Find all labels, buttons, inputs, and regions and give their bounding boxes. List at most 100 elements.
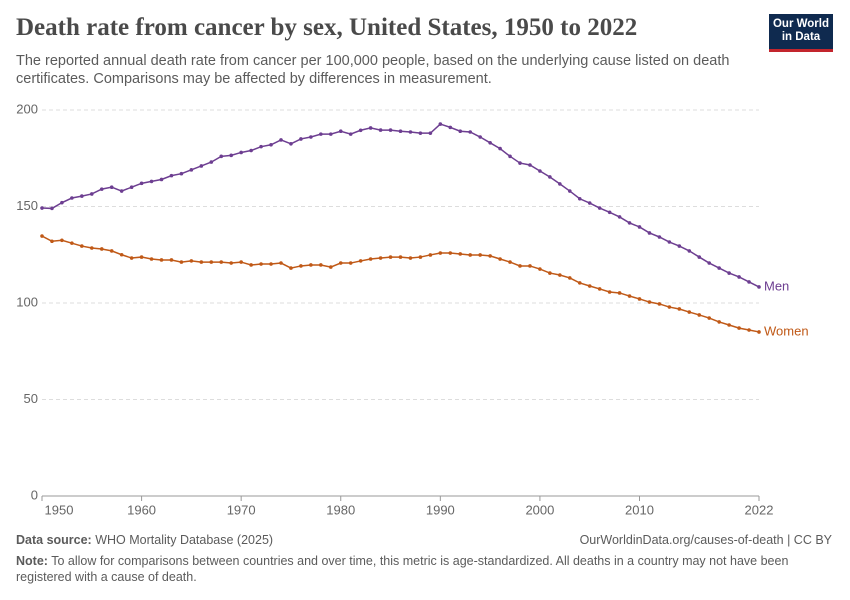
point: [299, 264, 303, 268]
x-tick-label: 2010: [625, 502, 654, 517]
point: [279, 138, 283, 142]
point: [518, 161, 522, 165]
point: [757, 330, 761, 334]
point: [189, 259, 194, 263]
point: [577, 196, 582, 201]
chart: 0 50 100 150 200 1950 1960 1970 1980 1990 2000 2010…: [16, 101, 809, 517]
point: [458, 129, 463, 134]
point: [179, 171, 184, 176]
point: [717, 266, 721, 270]
point: [597, 206, 602, 210]
point: [508, 154, 512, 159]
point: [239, 150, 243, 155]
source-label: Data source:: [16, 533, 92, 547]
point: [498, 146, 502, 151]
point: [558, 273, 562, 277]
point: [548, 175, 552, 179]
point: [219, 154, 224, 159]
point: [348, 132, 353, 136]
point: [597, 287, 602, 291]
point: [637, 297, 642, 301]
point: [89, 192, 94, 196]
point: [647, 300, 652, 304]
point: [677, 244, 682, 248]
point: [159, 177, 164, 182]
point: [697, 255, 702, 259]
point: [189, 168, 194, 172]
point: [99, 247, 104, 251]
point: [478, 253, 482, 257]
point: [448, 251, 453, 255]
point: [139, 181, 144, 186]
point: [508, 260, 512, 264]
point: [528, 163, 532, 167]
point: [458, 252, 463, 256]
point: [737, 275, 741, 279]
point: [289, 141, 293, 146]
point: [687, 310, 692, 314]
point: [358, 259, 363, 263]
point: [229, 153, 234, 158]
point: [368, 257, 373, 261]
x-tick-label: 1950: [45, 502, 74, 517]
point: [607, 210, 612, 215]
point: [70, 196, 74, 200]
point: [179, 260, 184, 264]
y-tick-label: 50: [24, 391, 38, 406]
point: [468, 130, 473, 134]
x-tick-label: 1990: [426, 502, 455, 517]
point: [378, 256, 383, 260]
point: [707, 261, 712, 265]
point: [289, 266, 293, 270]
point: [209, 260, 214, 264]
point: [607, 290, 612, 294]
point: [418, 255, 423, 259]
point: [657, 235, 662, 239]
point: [548, 271, 552, 275]
point: [667, 240, 672, 244]
point: [438, 122, 443, 126]
point: [338, 261, 343, 265]
point: [398, 255, 403, 259]
series-line: [41, 235, 760, 333]
point: [358, 128, 363, 133]
point: [309, 135, 313, 139]
point: [468, 253, 473, 257]
point: [40, 206, 44, 210]
y-tick-label: 150: [16, 198, 38, 213]
point: [209, 160, 214, 164]
point: [169, 258, 174, 262]
point: [558, 182, 562, 186]
point: [60, 238, 64, 243]
point: [757, 285, 761, 289]
point: [269, 262, 273, 266]
point: [617, 215, 622, 219]
logo-line: in Data: [781, 31, 821, 43]
point: [338, 129, 343, 134]
point: [388, 255, 393, 259]
x-tick-label: 1960: [127, 502, 156, 517]
point: [319, 132, 323, 136]
point: [627, 221, 632, 225]
x-tick-label: 2022: [745, 502, 774, 517]
point: [348, 261, 353, 265]
point: [169, 173, 174, 178]
point: [577, 281, 582, 285]
point: [119, 189, 124, 193]
point: [119, 252, 124, 257]
url[interactable]: OurWorldinData.org/causes-of-death | CC …: [579, 533, 832, 547]
point: [587, 201, 592, 205]
logo[interactable]: Our World in Data: [769, 14, 833, 52]
note-text: To allow for comparisons between countri…: [16, 554, 789, 584]
point: [747, 328, 751, 332]
point: [249, 148, 253, 153]
point: [249, 263, 253, 267]
series-label: Women: [764, 323, 809, 338]
point: [109, 249, 114, 253]
point: [279, 261, 283, 265]
point: [488, 254, 492, 258]
point: [667, 305, 672, 309]
point: [428, 131, 433, 135]
point: [70, 241, 74, 245]
source-text: WHO Mortality Database (2025): [95, 533, 274, 547]
